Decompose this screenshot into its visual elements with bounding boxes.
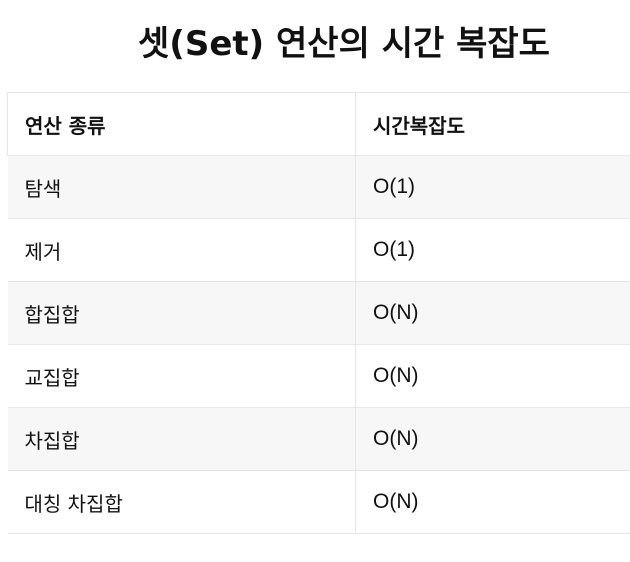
table-row: 대칭 차집합 O(N)	[7, 470, 630, 534]
complexity-cell: O(N)	[355, 281, 630, 345]
operation-cell: 대칭 차집합	[7, 470, 356, 534]
operation-cell: 합집합	[7, 281, 356, 345]
header-operation: 연산 종류	[7, 92, 356, 156]
table-header-row: 연산 종류 시간복잡도	[7, 92, 630, 156]
complexity-cell: O(N)	[355, 470, 630, 534]
complexity-cell: O(1)	[355, 218, 630, 282]
table-row: 합집합 O(N)	[7, 281, 630, 345]
header-complexity: 시간복잡도	[355, 92, 630, 156]
complexity-cell: O(1)	[355, 155, 630, 219]
table-row: 탐색 O(1)	[7, 155, 630, 219]
operation-cell: 교집합	[7, 344, 356, 408]
table-row: 제거 O(1)	[7, 218, 630, 282]
operation-cell: 제거	[7, 218, 356, 282]
complexity-table: 연산 종류 시간복잡도 탐색 O(1) 제거 O(1) 합집합 O(N) 교집합…	[7, 92, 630, 534]
page-title: 셋(Set) 연산의 시간 복잡도	[138, 24, 550, 64]
table-row: 교집합 O(N)	[7, 344, 630, 408]
table-row: 차집합 O(N)	[7, 407, 630, 471]
complexity-cell: O(N)	[355, 407, 630, 471]
operation-cell: 탐색	[7, 155, 356, 219]
complexity-cell: O(N)	[355, 344, 630, 408]
operation-cell: 차집합	[7, 407, 356, 471]
